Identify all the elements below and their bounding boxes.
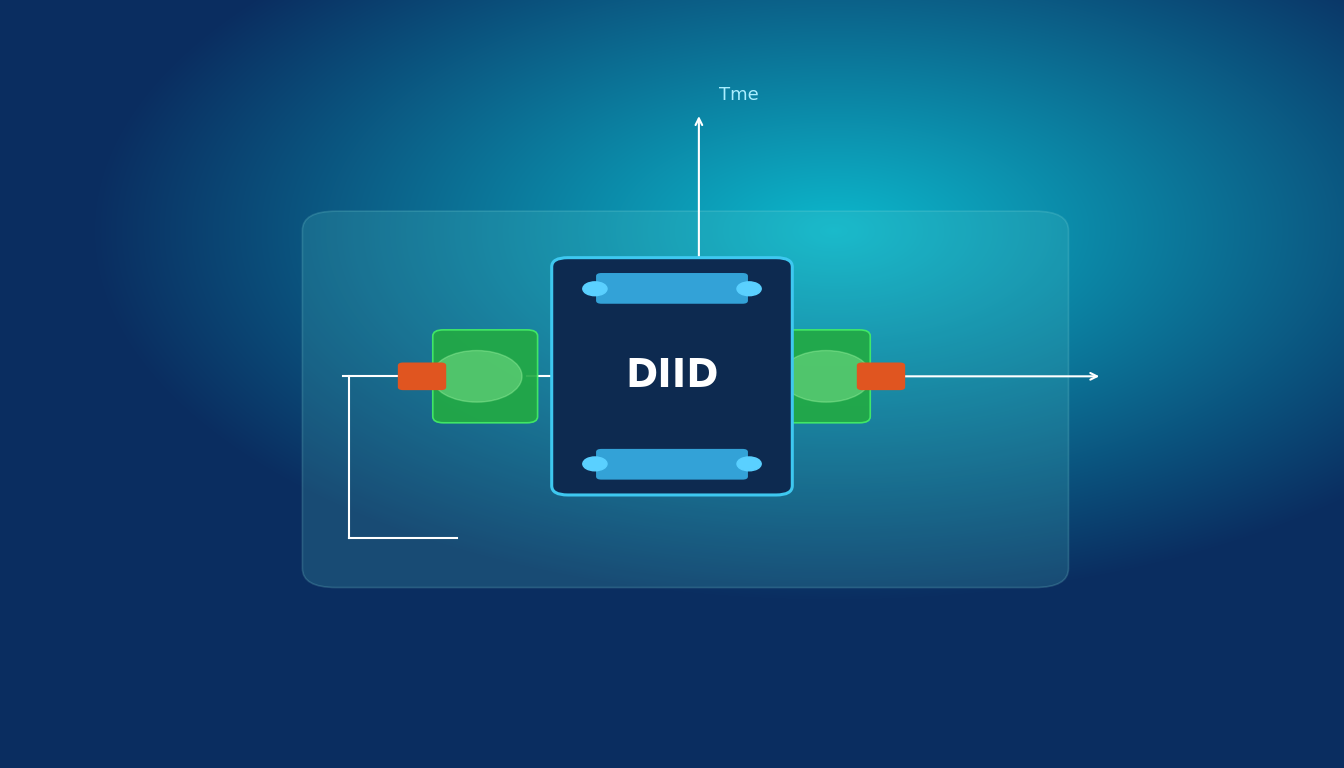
FancyBboxPatch shape [398,362,446,390]
FancyBboxPatch shape [551,257,792,495]
Circle shape [431,350,521,402]
Circle shape [737,282,761,296]
FancyBboxPatch shape [595,273,747,303]
FancyBboxPatch shape [433,330,538,422]
FancyBboxPatch shape [766,330,871,422]
Circle shape [583,457,607,471]
FancyBboxPatch shape [595,449,747,479]
Circle shape [737,457,761,471]
Circle shape [781,350,871,402]
Text: Tme: Tme [719,86,759,104]
Circle shape [583,282,607,296]
FancyBboxPatch shape [857,362,906,390]
FancyBboxPatch shape [302,211,1068,588]
Text: DIID: DIID [625,357,719,396]
